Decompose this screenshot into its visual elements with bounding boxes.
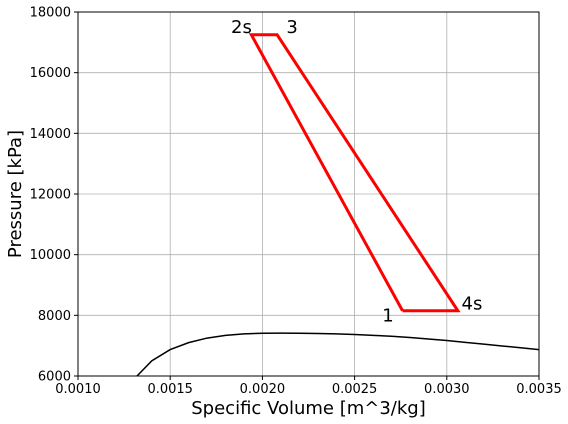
state-label: 4s xyxy=(462,293,483,314)
y-tick-label: 12000 xyxy=(30,188,71,203)
state-label: 1 xyxy=(382,305,393,326)
x-tick-label: 0.0015 xyxy=(147,382,193,397)
y-tick-label: 16000 xyxy=(30,66,71,81)
y-axis-label: Pressure [kPa] xyxy=(5,130,26,258)
saturation-curve-line xyxy=(136,332,539,376)
y-tick-label: 8000 xyxy=(38,309,71,324)
x-tick-label: 0.0010 xyxy=(55,382,101,397)
x-tick-label: 0.0020 xyxy=(240,382,286,397)
x-tick-label: 0.0035 xyxy=(516,382,562,397)
annotations: 1 2s 3 4s xyxy=(231,17,482,326)
y-axis-ticks: 6000 8000 10000 12000 14000 16000 18000 xyxy=(30,6,78,385)
series-layer xyxy=(136,33,539,376)
y-tick-label: 14000 xyxy=(30,127,71,142)
state-label: 2s xyxy=(231,17,252,38)
state-label: 3 xyxy=(286,17,297,38)
x-tick-label: 0.0025 xyxy=(332,382,378,397)
x-axis-ticks: 0.0010 0.0015 0.0020 0.0025 0.0030 0.0035 xyxy=(55,376,562,397)
y-tick-label: 10000 xyxy=(30,248,71,263)
cycle-line xyxy=(248,33,461,313)
x-tick-label: 0.0030 xyxy=(424,382,470,397)
x-axis-label: Specific Volume [m^3/kg] xyxy=(191,398,425,419)
y-tick-label: 6000 xyxy=(38,370,71,385)
y-tick-label: 18000 xyxy=(30,6,71,21)
